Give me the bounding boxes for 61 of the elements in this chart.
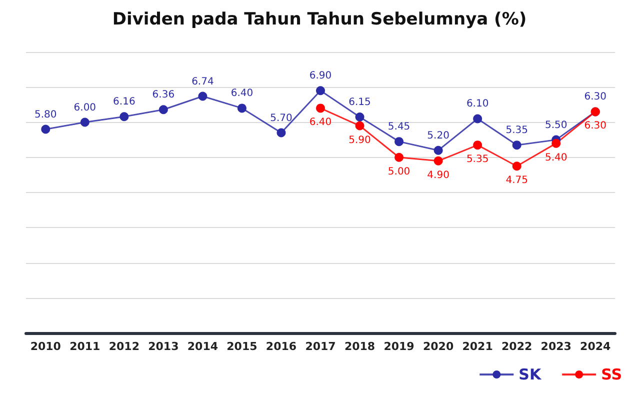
point [512, 162, 522, 171]
data-label: 5.45 [388, 122, 410, 133]
data-label: 5.40 [544, 152, 568, 164]
point [316, 86, 325, 96]
x-tick-label: 2023 [540, 340, 572, 353]
point [237, 104, 246, 113]
data-label: 5.70 [270, 112, 292, 124]
data-label: 5.90 [348, 134, 371, 146]
point [473, 140, 482, 150]
point [316, 104, 325, 113]
data-label: 6.16 [113, 96, 136, 108]
data-label: 5.35 [466, 154, 489, 166]
point [394, 137, 404, 146]
chart-title: Dividen pada Tahun Tahun Sebelumnya (%) [112, 10, 527, 30]
point [434, 146, 443, 155]
data-label: 6.40 [230, 88, 254, 100]
x-tick-label: 2022 [502, 340, 532, 353]
x-tick-label: 2013 [148, 340, 179, 353]
x-tick-label: 2020 [422, 340, 454, 353]
data-label: 4.90 [427, 170, 450, 181]
point [552, 138, 561, 148]
point [276, 128, 286, 138]
data-label: 4.75 [506, 175, 528, 186]
data-label: 6.36 [152, 90, 175, 101]
point [41, 124, 50, 134]
x-tick-label: 2017 [305, 340, 336, 353]
data-label: 6.30 [584, 92, 606, 103]
point [355, 112, 364, 122]
point [512, 140, 522, 150]
x-tick-label: 2018 [344, 340, 376, 353]
x-tick-label: 2019 [384, 340, 414, 353]
legend-label: SK [518, 366, 542, 384]
x-tick-label: 2011 [70, 340, 100, 353]
point [355, 121, 364, 130]
data-label: 6.30 [584, 120, 606, 132]
point [158, 105, 168, 114]
point [120, 112, 129, 122]
data-label: 5.80 [34, 109, 57, 120]
legend-label: SS [601, 366, 622, 384]
data-label: 6.40 [309, 117, 332, 128]
point [434, 156, 443, 166]
x-tick-label: 2014 [187, 340, 218, 353]
point [198, 92, 208, 101]
data-label: 5.35 [506, 125, 528, 136]
data-label: 5.50 [544, 120, 568, 131]
x-tick-label: 2012 [108, 340, 140, 353]
point [80, 118, 90, 127]
x-tick-label: 2024 [580, 340, 612, 353]
x-tick-label: 2010 [30, 340, 62, 353]
x-tick-label: 2021 [462, 340, 493, 353]
data-label: 6.15 [348, 96, 371, 108]
x-tick-label: 2015 [226, 340, 258, 353]
point [394, 152, 404, 162]
data-label: 6.74 [192, 76, 214, 88]
data-label: 5.20 [427, 130, 450, 142]
point [473, 114, 482, 124]
data-label: 6.10 [466, 98, 489, 110]
data-label: 6.00 [74, 102, 96, 114]
x-tick-label: 2016 [266, 340, 297, 353]
data-label: 5.00 [388, 166, 410, 178]
data-label: 6.90 [309, 70, 332, 82]
